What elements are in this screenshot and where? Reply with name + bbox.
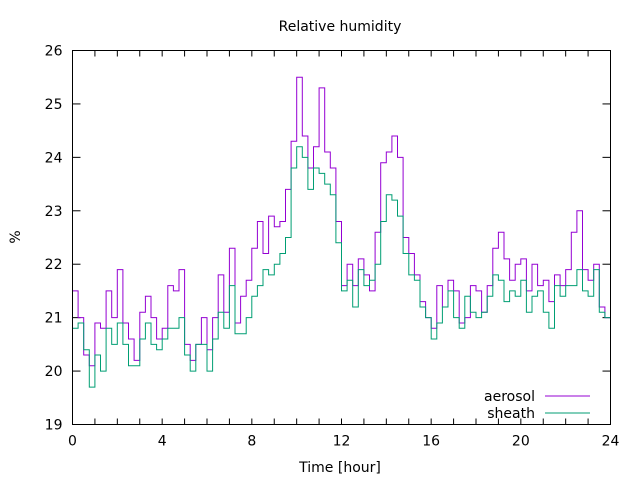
x-tick-label: 12	[333, 434, 351, 450]
plot-border	[72, 50, 611, 425]
series-line-sheath	[72, 146, 611, 388]
x-tick-label: 0	[68, 434, 77, 450]
legend-label-aerosol: aerosol	[484, 389, 535, 405]
y-tick-label: 24	[45, 150, 63, 166]
y-axis-label: %	[8, 230, 24, 243]
y-tick-label: 20	[45, 364, 63, 380]
y-tick-label: 22	[45, 257, 63, 273]
chart-title: Relative humidity	[279, 19, 402, 35]
legend-label-sheath: sheath	[487, 406, 535, 422]
x-axis-label: Time [hour]	[298, 460, 381, 476]
y-tick-label: 26	[45, 44, 63, 60]
x-tick-label: 20	[512, 434, 530, 450]
y-tick-label: 25	[45, 97, 63, 113]
x-tick-label: 4	[158, 434, 167, 450]
y-tick-label: 19	[45, 418, 63, 434]
y-tick-label: 23	[45, 204, 63, 220]
x-tick-label: 16	[422, 434, 440, 450]
y-tick-label: 21	[45, 311, 63, 327]
series-line-aerosol	[72, 76, 611, 367]
x-tick-label: 8	[247, 434, 256, 450]
x-tick-label: 24	[602, 434, 620, 450]
